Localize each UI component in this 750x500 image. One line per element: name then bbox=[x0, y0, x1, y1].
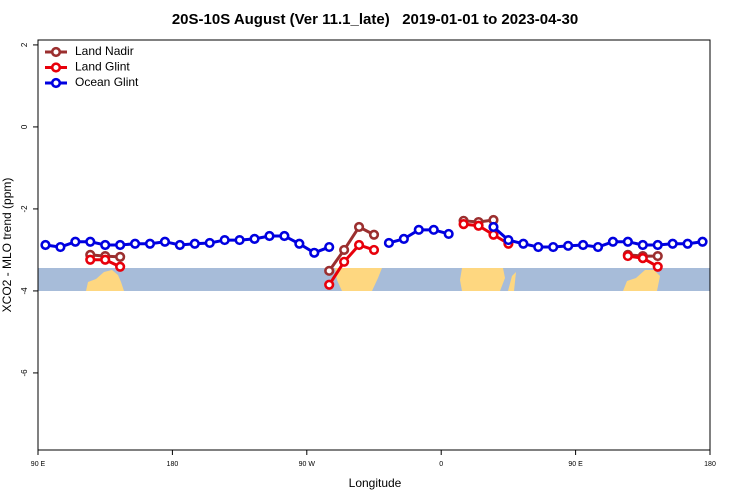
data-point bbox=[100, 239, 111, 251]
data-point bbox=[682, 238, 693, 249]
land-patch bbox=[460, 268, 505, 291]
data-point bbox=[144, 238, 156, 249]
x-tick-label: 90 W bbox=[299, 461, 316, 468]
legend-label: Ocean Glint bbox=[75, 75, 139, 89]
data-point bbox=[413, 224, 424, 235]
y-tick-label: -4 bbox=[20, 287, 29, 295]
data-point bbox=[115, 239, 126, 251]
data-point bbox=[637, 239, 648, 251]
data-point bbox=[129, 238, 141, 249]
data-point bbox=[353, 221, 365, 233]
legend-marker bbox=[50, 46, 62, 58]
legend-marker bbox=[50, 77, 62, 89]
data-point bbox=[622, 236, 633, 247]
surface-band bbox=[38, 268, 710, 291]
data-point bbox=[607, 236, 619, 247]
data-point bbox=[518, 238, 529, 249]
data-point bbox=[652, 239, 663, 251]
data-point bbox=[324, 265, 335, 276]
data-point bbox=[100, 254, 111, 265]
data-point bbox=[309, 247, 320, 258]
data-point bbox=[697, 236, 708, 247]
data-point bbox=[85, 254, 96, 265]
data-point bbox=[383, 237, 395, 249]
land-patch bbox=[508, 272, 516, 291]
data-point bbox=[637, 253, 648, 264]
data-point bbox=[592, 241, 604, 253]
data-point bbox=[548, 241, 559, 253]
data-point bbox=[368, 244, 380, 256]
data-point bbox=[622, 250, 633, 262]
y-axis-label: XCO2 - MLO trend (ppm) bbox=[0, 178, 14, 313]
data-point bbox=[473, 220, 484, 231]
data-point bbox=[55, 241, 66, 253]
data-point bbox=[219, 234, 230, 246]
data-point bbox=[70, 236, 81, 247]
x-tick-label: 180 bbox=[167, 461, 179, 468]
data-point bbox=[428, 224, 439, 235]
data-point bbox=[234, 234, 245, 246]
data-point bbox=[40, 239, 51, 251]
data-point bbox=[353, 239, 365, 251]
data-point bbox=[264, 230, 275, 242]
plot-frame bbox=[37, 39, 711, 451]
data-point bbox=[652, 250, 663, 262]
data-point bbox=[577, 239, 589, 251]
data-point bbox=[533, 241, 544, 253]
land-patch bbox=[335, 268, 382, 291]
data-point bbox=[294, 238, 305, 249]
data-point bbox=[249, 233, 260, 244]
data-point bbox=[443, 228, 454, 240]
data-point bbox=[488, 229, 499, 240]
data-point bbox=[324, 241, 335, 253]
data-point bbox=[652, 261, 663, 272]
data-point bbox=[503, 234, 514, 246]
data-point bbox=[189, 238, 200, 249]
land-patch bbox=[623, 270, 660, 291]
data-point bbox=[159, 236, 171, 247]
data-point bbox=[85, 236, 96, 247]
x-axis-label: Longitude bbox=[349, 476, 402, 490]
x-tick-label: 90 E bbox=[568, 461, 583, 468]
chart-title: 20S-10S August (Ver 11.1_late) 2019-01-0… bbox=[172, 11, 578, 28]
legend-label: Land Nadir bbox=[75, 44, 134, 58]
land-patch bbox=[86, 270, 124, 291]
data-point bbox=[458, 218, 469, 230]
data-point bbox=[563, 240, 574, 251]
data-point bbox=[398, 233, 409, 244]
legend-marker bbox=[50, 62, 62, 73]
data-point bbox=[115, 251, 126, 262]
data-point bbox=[204, 237, 215, 249]
y-tick-label: 0 bbox=[20, 124, 29, 129]
data-point bbox=[324, 279, 335, 290]
y-tick-label: -6 bbox=[20, 369, 29, 377]
y-tick-label: -2 bbox=[20, 205, 29, 213]
data-point bbox=[488, 221, 499, 233]
data-point bbox=[339, 256, 350, 267]
data-point bbox=[667, 238, 678, 249]
data-point bbox=[115, 261, 126, 272]
data-point bbox=[368, 229, 380, 240]
x-tick-label: 180 bbox=[704, 461, 716, 468]
x-tick-label: 90 E bbox=[31, 461, 46, 468]
legend-label: Land Glint bbox=[75, 60, 130, 74]
x-tick-label: 0 bbox=[439, 461, 443, 468]
data-point bbox=[174, 239, 185, 251]
data-point bbox=[339, 244, 350, 256]
y-tick-label: 2 bbox=[20, 42, 29, 47]
data-point bbox=[279, 230, 290, 242]
